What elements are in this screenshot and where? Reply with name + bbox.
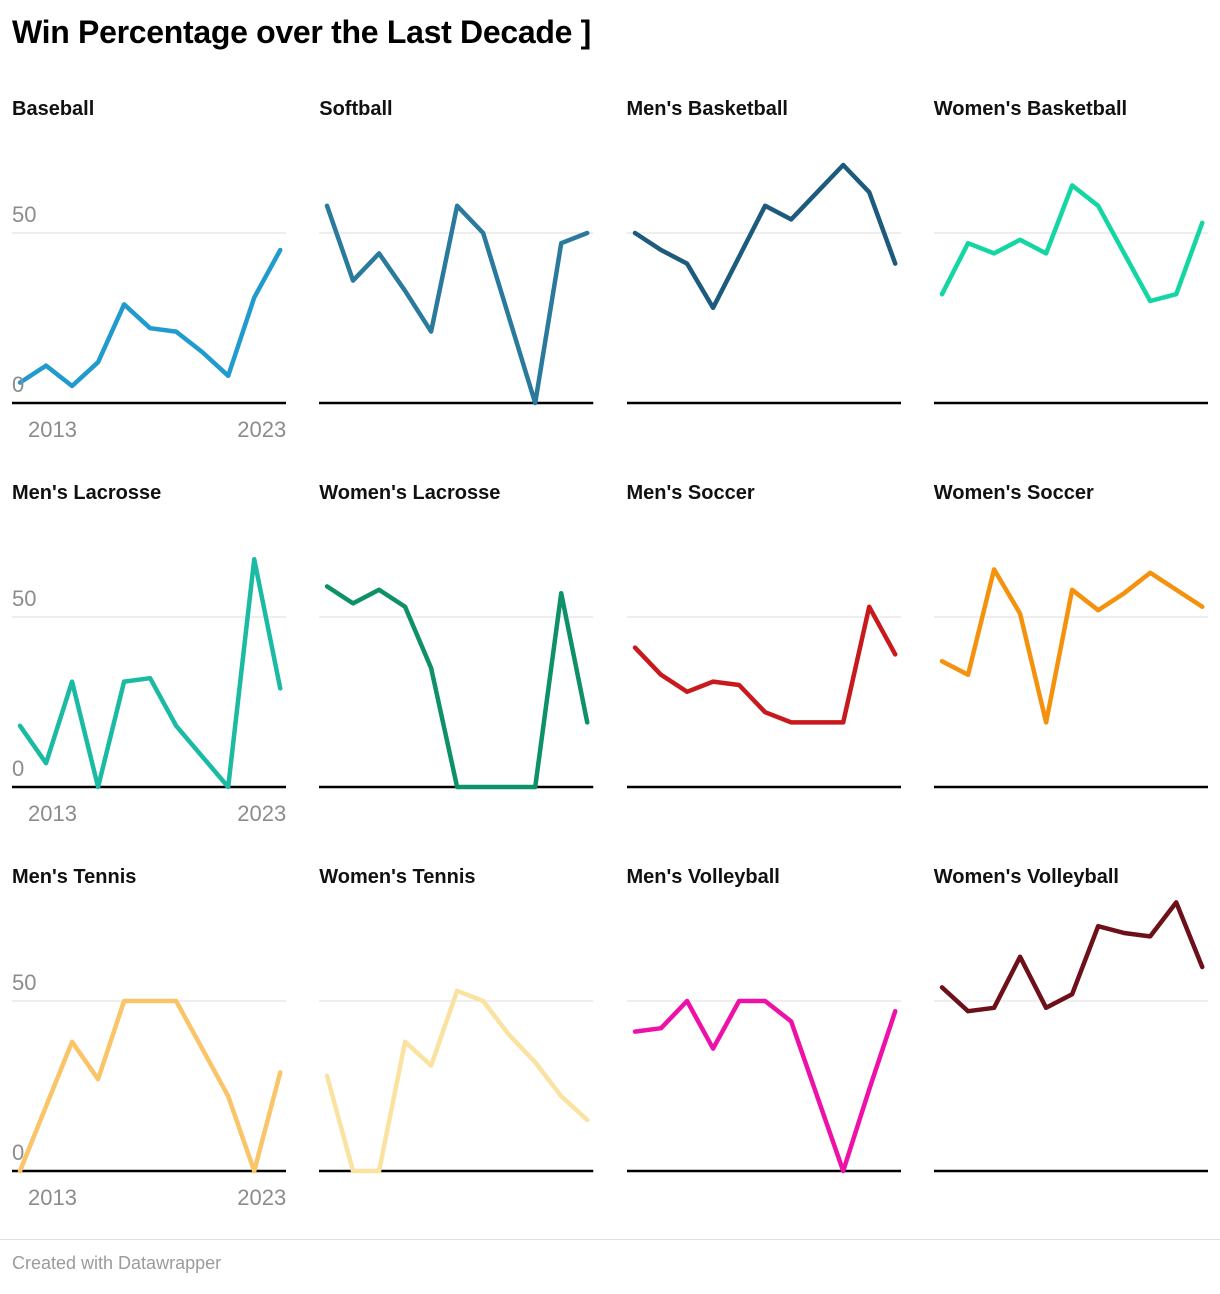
x-tick-label-2023: 2023 <box>237 800 287 826</box>
chart-plot-men-s-soccer <box>626 515 901 795</box>
chart-plot-women-s-lacrosse <box>319 515 594 795</box>
chart-cell-women-s-volleyball: Women's Volleyball <box>933 865 1208 1211</box>
line-men-s-lacrosse <box>17 556 283 790</box>
chart-title-women-s-basketball: Women's Basketball <box>933 97 1128 120</box>
chart-title-softball: Softball <box>319 97 393 120</box>
y-tick-label-0: 0 <box>12 755 25 781</box>
chart-canvas-men-s-soccer <box>626 604 901 789</box>
chart-plot-men-s-volleyball <box>626 899 901 1179</box>
chart-canvas-women-s-tennis <box>319 988 594 1174</box>
chart-cell-women-s-soccer: Women's Soccer <box>933 481 1208 827</box>
line-women-s-basketball <box>939 182 1205 304</box>
chart-cell-men-s-soccer: Men's Soccer <box>626 481 901 827</box>
chart-title-women-s-volleyball: Women's Volleyball <box>933 865 1119 888</box>
line-women-s-volleyball <box>939 899 1205 1014</box>
x-tick-label-2013: 2013 <box>28 416 77 442</box>
chart-title-women-s-lacrosse: Women's Lacrosse <box>319 481 501 504</box>
chart-title-men-s-tennis: Men's Tennis <box>12 865 137 888</box>
chart-canvas-women-s-lacrosse <box>319 583 594 790</box>
chart-canvas-men-s-basketball <box>626 162 901 405</box>
y-tick-label-50: 50 <box>12 969 37 995</box>
line-men-s-soccer <box>632 604 897 725</box>
y-tick-label-0: 0 <box>12 371 25 397</box>
chart-title-men-s-volleyball: Men's Volleyball <box>626 865 780 888</box>
chart-plot-men-s-basketball <box>626 131 901 411</box>
chart-plot-women-s-soccer <box>933 515 1208 795</box>
chart-cell-softball: Softball <box>319 97 594 443</box>
y-tick-label-0: 0 <box>12 1139 25 1165</box>
chart-cell-men-s-lacrosse: Men's Lacrosse 50 0 2013 2023 <box>12 481 287 827</box>
chart-cell-men-s-basketball: Men's Basketball <box>626 97 901 443</box>
x-tick-label-2013: 2013 <box>28 800 77 826</box>
chart-main-title: Win Percentage over the Last Decade ] <box>12 14 592 50</box>
datawrapper-credit: Created with Datawrapper <box>12 1252 222 1273</box>
y-tick-label-50: 50 <box>12 201 37 227</box>
chart-title-men-s-lacrosse: Men's Lacrosse <box>12 481 162 504</box>
chart-plot-softball <box>319 131 594 411</box>
chart-canvas-men-s-volleyball <box>626 998 901 1174</box>
chart-cell-women-s-lacrosse: Women's Lacrosse <box>319 481 594 827</box>
chart-plot-baseball: 50 0 <box>12 131 287 411</box>
line-softball <box>325 203 590 406</box>
chart-plot-women-s-tennis <box>319 899 594 1179</box>
page: Win Percentage over the Last Decade ] Ba… <box>12 14 1208 1211</box>
line-women-s-tennis <box>325 988 590 1174</box>
chart-plot-men-s-tennis: 50 0 <box>12 899 287 1179</box>
y-tick-label-50: 50 <box>12 585 37 611</box>
chart-canvas-women-s-volleyball <box>933 899 1208 1173</box>
chart-title-men-s-basketball: Men's Basketball <box>626 97 788 120</box>
chart-canvas-men-s-tennis <box>12 998 287 1174</box>
line-women-s-lacrosse <box>325 583 590 790</box>
chart-plot-women-s-basketball <box>933 131 1208 411</box>
chart-plot-women-s-volleyball <box>933 899 1208 1179</box>
chart-grid: Baseball 50 0 2013 2023 Softball Men's Basketb… <box>12 97 1208 1211</box>
chart-cell-women-s-basketball: Women's Basketball <box>933 97 1208 443</box>
line-men-s-volleyball <box>632 998 897 1174</box>
x-axis-labels: 2013 2023 <box>12 797 286 827</box>
line-baseball <box>17 247 283 389</box>
line-women-s-soccer <box>939 566 1205 725</box>
chart-title-men-s-soccer: Men's Soccer <box>626 481 755 504</box>
x-axis-labels: 2013 2023 <box>12 1181 286 1211</box>
line-men-s-basketball <box>632 162 897 310</box>
chart-canvas-women-s-basketball <box>933 182 1208 405</box>
x-tick-label-2013: 2013 <box>28 1184 77 1210</box>
chart-canvas-baseball <box>12 232 287 405</box>
chart-cell-men-s-volleyball: Men's Volleyball <box>626 865 901 1211</box>
chart-canvas-women-s-soccer <box>933 566 1208 789</box>
chart-cell-baseball: Baseball 50 0 2013 2023 <box>12 97 287 443</box>
chart-canvas-men-s-lacrosse <box>12 556 287 790</box>
chart-cell-men-s-tennis: Men's Tennis 50 0 2013 2023 <box>12 865 287 1211</box>
line-men-s-tennis <box>17 998 283 1174</box>
x-axis-labels: 2013 2023 <box>12 413 286 443</box>
x-tick-label-2023: 2023 <box>237 416 287 442</box>
chart-canvas-softball <box>319 203 594 406</box>
chart-title-baseball: Baseball <box>12 97 95 120</box>
chart-title-women-s-tennis: Women's Tennis <box>319 865 476 888</box>
chart-plot-men-s-lacrosse: 50 0 <box>12 515 287 795</box>
chart-cell-women-s-tennis: Women's Tennis <box>319 865 594 1211</box>
chart-title-women-s-soccer: Women's Soccer <box>933 481 1094 504</box>
footer: Created with Datawrapper <box>0 1238 1220 1294</box>
x-tick-label-2023: 2023 <box>237 1184 287 1210</box>
